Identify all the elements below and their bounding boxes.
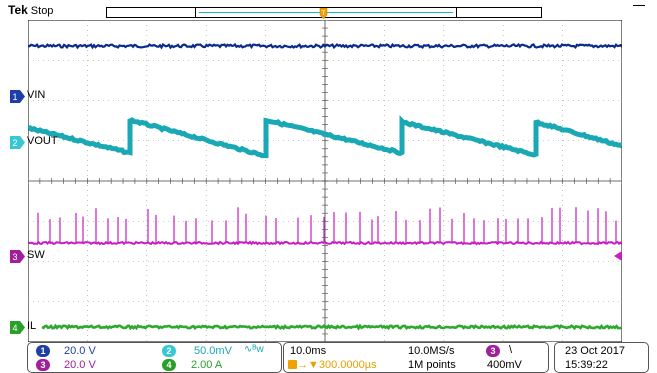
- ch1-badge[interactable]: 1: [36, 345, 50, 357]
- ch4-ground-marker[interactable]: 4: [10, 321, 25, 334]
- ch2-coupling-icon: ∿ᴮw: [244, 344, 264, 355]
- ch3-trace: [28, 240, 622, 246]
- ch1-ground-marker[interactable]: 1: [10, 90, 25, 103]
- ch4-badge[interactable]: 4: [162, 359, 176, 371]
- ch3-ground-marker[interactable]: 3: [10, 250, 25, 263]
- trigger-source-badge[interactable]: 3: [486, 345, 500, 357]
- ch4-label: IL: [27, 320, 37, 332]
- trigger-level: 400mV: [487, 359, 522, 371]
- waveform-display[interactable]: [28, 20, 622, 342]
- top-bar: Tek Stop: [0, 0, 657, 20]
- trigger-delay-value: 300.0000µs: [318, 359, 377, 371]
- ch4-marker-num: 4: [12, 323, 17, 333]
- ch2-label: VOUT: [27, 135, 58, 147]
- acquisition-state: Stop: [30, 5, 54, 17]
- brand-name: Tek: [8, 3, 28, 17]
- traces: [28, 42, 622, 331]
- ch1-scale: 20.0 V: [64, 345, 96, 357]
- ch3-switching-pulses: [37, 207, 617, 243]
- clock-box: 23 Oct 2017 15:39:22: [554, 342, 649, 373]
- ch3-scale: 20.0 V: [64, 359, 96, 371]
- ch2-ground-marker[interactable]: 2: [10, 136, 25, 149]
- ch4-trace: [41, 323, 622, 331]
- trigger-delay: →▼300.0000µs: [288, 359, 377, 371]
- ch3-label: SW: [27, 249, 45, 261]
- vertical-settings-box[interactable]: 1 20.0 V 3 20.0 V 2 50.0mV ∿ᴮw 4 2.00 A: [27, 342, 282, 373]
- horizontal-settings-box[interactable]: 10.0ms →▼300.0000µs 10.0MS/s 1M points 3…: [283, 342, 549, 373]
- ch2-marker-num: 2: [12, 138, 17, 148]
- trigger-level-marker[interactable]: [614, 251, 622, 261]
- time-display: 15:39:22: [565, 359, 608, 371]
- time-scale: 10.0ms: [290, 345, 327, 357]
- menu-dash: [633, 5, 645, 6]
- date-display: 23 Oct 2017: [565, 345, 625, 357]
- brand-logo: Tek Stop: [8, 3, 53, 17]
- trigger-delay-icon: [288, 360, 297, 369]
- ch1-label: VIN: [27, 89, 46, 101]
- ch2-badge[interactable]: 2: [162, 345, 176, 357]
- ch3-badge[interactable]: 3: [36, 359, 50, 371]
- ch2-trace: [28, 115, 622, 159]
- status-bar: 1 20.0 V 3 20.0 V 2 50.0mV ∿ᴮw 4 2.00 A …: [27, 342, 649, 373]
- ch4-scale: 2.00 A: [191, 359, 223, 371]
- ch1-trace: [28, 42, 622, 50]
- ch1-marker-num: 1: [12, 92, 17, 102]
- record-length: 1M points: [408, 359, 456, 371]
- ch3-marker-num: 3: [12, 252, 17, 262]
- trigger-marker-letter: T: [322, 11, 326, 17]
- sample-rate: 10.0MS/s: [408, 345, 455, 357]
- trigger-slope-icon: \: [509, 344, 513, 356]
- ch2-scale: 50.0mV: [194, 345, 232, 357]
- graticule-grid: [28, 20, 622, 342]
